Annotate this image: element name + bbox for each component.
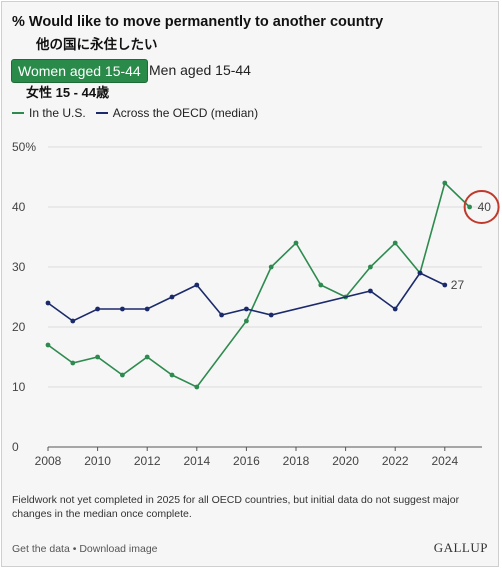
end-label-us: 40 [478, 200, 492, 214]
y-tick-label: 20 [12, 320, 26, 334]
y-tick-label: 10 [12, 380, 26, 394]
data-point-us [268, 264, 274, 270]
legend-label-us: In the U.S. [29, 106, 86, 120]
data-point-oecd [219, 312, 225, 318]
line-chart: 0 10 20 30 40 50% 2008 2010 2012 2014 2016 2018 2020… [12, 140, 500, 468]
data-point-us [169, 372, 175, 378]
data-point-oecd [417, 270, 423, 276]
download-image-link[interactable]: Download image [79, 543, 158, 555]
data-point-us [244, 318, 249, 324]
x-tick-label: 2008 [35, 454, 62, 468]
x-tick-label: 2016 [233, 454, 260, 468]
footer-separator: • [69, 543, 80, 555]
data-point-oecd [194, 282, 200, 288]
data-point-oecd [120, 306, 125, 312]
x-tick-label: 2018 [283, 454, 310, 468]
x-tick-label: 2022 [382, 454, 409, 468]
data-point-us [194, 384, 200, 390]
data-point-oecd [95, 306, 100, 312]
tab-women[interactable]: Women aged 15-44 [11, 59, 148, 83]
data-point-us [45, 342, 51, 348]
data-point-oecd [268, 312, 274, 318]
data-point-oecd [45, 300, 51, 306]
data-point-oecd [244, 306, 249, 312]
gallup-logo: GALLUP [433, 540, 488, 555]
tab-men[interactable]: Men aged 15-44 [149, 62, 251, 78]
x-tick-label: 2014 [183, 454, 210, 468]
x-tick-label: 2020 [332, 454, 359, 468]
legend-label-oecd: Across the OECD (median) [112, 106, 259, 120]
data-point-us [318, 282, 324, 288]
data-point-oecd [144, 306, 150, 312]
data-point-oecd [70, 318, 76, 324]
y-tick-label: 50% [12, 140, 36, 154]
data-point-oecd [368, 288, 373, 294]
y-tick-label: 0 [12, 440, 19, 454]
chart-title: % Would like to move permanently to anot… [12, 14, 384, 30]
footer-links: Get the data • Download image [12, 543, 158, 555]
x-tick-label: 2012 [134, 454, 161, 468]
data-point-us [442, 180, 448, 186]
legend: In the U.S. Across the OECD (median) [12, 106, 268, 120]
data-point-oecd [169, 294, 175, 300]
data-point-us [120, 372, 125, 378]
chart-title-jp: 他の国に永住したい [36, 37, 158, 52]
get-data-link[interactable]: Get the data [12, 543, 70, 555]
legend-item-us: In the U.S. [12, 106, 86, 120]
y-tick-label: 40 [12, 200, 26, 214]
data-point-us [467, 204, 472, 210]
x-tick-label: 2024 [431, 454, 458, 468]
highlight-circle [463, 190, 500, 224]
legend-swatch-oecd [95, 112, 108, 114]
data-point-us [70, 360, 76, 366]
data-point-us [95, 354, 100, 360]
end-label-oecd: 27 [451, 278, 465, 292]
data-point-us [293, 240, 299, 246]
data-point-oecd [392, 306, 398, 312]
x-tick-label: 2010 [84, 454, 111, 468]
footnote: Fieldwork not yet completed in 2025 for … [12, 494, 460, 520]
legend-item-oecd: Across the OECD (median) [95, 106, 259, 120]
data-point-us [144, 354, 150, 360]
series-line-oecd [47, 271, 446, 322]
data-point-us [368, 264, 373, 270]
legend-swatch-us [12, 112, 24, 114]
data-point-oecd [442, 282, 448, 288]
series-line-us [47, 181, 471, 389]
y-tick-label: 30 [12, 260, 26, 274]
data-point-us [392, 240, 398, 246]
subtitle-jp: 女性 15 - 44歳 [26, 85, 110, 100]
